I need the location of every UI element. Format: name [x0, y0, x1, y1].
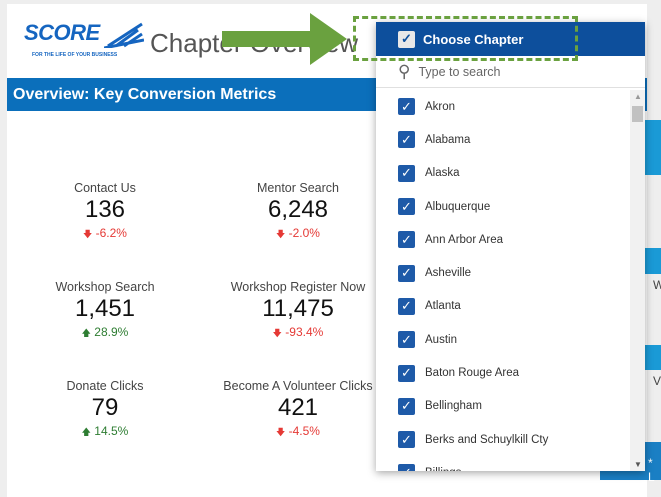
metric-change-value: 28.9%	[94, 325, 129, 339]
trend-up-icon: 🡅	[81, 328, 91, 338]
select-all-checkbox[interactable]: ✓	[398, 30, 415, 48]
metric-value: 1,451	[74, 295, 136, 322]
metric-change: 🡇 -4.5%	[203, 424, 393, 441]
chapter-option[interactable]: ✓ Bellingham	[376, 390, 630, 423]
chapter-option[interactable]: ✓ Albuquerque	[376, 190, 630, 223]
chapter-option-label: Ann Arbor Area	[425, 233, 503, 246]
dropdown-title: Choose Chapter	[423, 31, 524, 47]
annotation-highlight-box	[353, 16, 578, 61]
metric-change-value: -4.5%	[288, 424, 320, 438]
chapter-option-label: Akron	[425, 100, 456, 113]
checkbox-checked-icon[interactable]: ✓	[398, 331, 415, 349]
chapter-option[interactable]: ✓ Baton Rouge Area	[376, 356, 630, 389]
chapter-dropdown[interactable]: ✓ Choose Chapter ⚲ Type to search ✓ Akron ✓ A…	[376, 22, 645, 471]
metric-change: 🡇 -6.2%	[10, 226, 200, 243]
metric-value: 11,475	[262, 295, 334, 322]
metric-change-value: -93.4%	[285, 325, 324, 339]
metric-tile: Mentor Search 6,248 🡇 -2.0%	[203, 181, 393, 243]
metric-label: Workshop Search	[55, 280, 155, 294]
side-panel-strip	[645, 248, 661, 274]
trend-down-icon: 🡇	[276, 229, 286, 239]
checkbox-checked-icon[interactable]: ✓	[398, 131, 415, 149]
chapter-option-label: Austin	[425, 333, 457, 346]
metric-tile: Contact Us 136 🡇 -6.2%	[10, 181, 200, 243]
metric-label: Become A Volunteer Clicks	[223, 379, 373, 393]
chapter-option-label: Baton Rouge Area	[425, 367, 519, 380]
chapter-option[interactable]: ✓ Billings	[376, 456, 630, 471]
metric-change: 🡅 14.5%	[10, 424, 200, 441]
metric-label: Donate Clicks	[66, 379, 144, 393]
chapter-option[interactable]: ✓ Austin	[376, 323, 630, 356]
metric-tile: Workshop Search 1,451 🡅 28.9%	[10, 280, 200, 342]
logo-tagline: FOR THE LIFE OF YOUR BUSINESS	[32, 52, 118, 58]
trend-down-icon: 🡇	[272, 328, 282, 338]
metric-tile: Donate Clicks 79 🡅 14.5%	[10, 379, 200, 441]
checkbox-checked-icon[interactable]: ✓	[398, 397, 415, 415]
scroll-down-icon[interactable]: ▼	[634, 460, 642, 469]
chapter-option-label: Alaska	[425, 167, 460, 180]
chapter-option-label: Albuquerque	[425, 200, 491, 213]
chapter-option[interactable]: ✓ Alabama	[376, 123, 630, 156]
metric-label: Contact Us	[74, 181, 136, 195]
search-placeholder: Type to search	[418, 64, 501, 79]
metric-value: 421	[277, 394, 319, 421]
chapter-option-label: Berks and Schuylkill Cty	[425, 433, 549, 446]
side-panel-strip	[645, 120, 661, 175]
trend-down-icon: 🡇	[276, 427, 286, 437]
metric-change: 🡇 -93.4%	[203, 325, 393, 342]
logo-stripes-icon	[104, 22, 144, 48]
search-icon: ⚲	[398, 61, 411, 81]
choose-chapter-header[interactable]: ✓ Choose Chapter	[376, 22, 645, 56]
metric-tile: Become A Volunteer Clicks 421 🡇 -4.5%	[203, 379, 393, 441]
side-text: W	[653, 278, 661, 292]
side-text: V	[653, 374, 661, 388]
metric-tile: Workshop Register Now 11,475 🡇 -93.4%	[203, 280, 393, 342]
chapter-option-label: Asheville	[425, 267, 472, 280]
metric-label: Workshop Register Now	[230, 280, 366, 294]
side-panel-strip	[645, 345, 661, 370]
metric-value: 79	[91, 394, 119, 421]
metric-label: Mentor Search	[257, 181, 339, 195]
trend-down-icon: 🡇	[83, 229, 93, 239]
checkbox-checked-icon[interactable]: ✓	[398, 464, 415, 471]
chapter-option[interactable]: ✓ Atlanta	[376, 290, 630, 323]
chapter-option[interactable]: ✓ Ann Arbor Area	[376, 223, 630, 256]
trend-up-icon: 🡅	[81, 427, 91, 437]
chapter-option-label: Billings	[425, 467, 461, 471]
metric-change-value: -2.0%	[288, 226, 320, 240]
checkbox-checked-icon[interactable]: ✓	[398, 264, 415, 282]
chapter-option-label: Atlanta	[425, 300, 461, 313]
chapter-option[interactable]: ✓ Berks and Schuylkill Cty	[376, 423, 630, 456]
metric-change-value: 14.5%	[94, 424, 129, 438]
metric-change: 🡅 28.9%	[10, 325, 200, 342]
scrollbar[interactable]: ▲ ▼	[630, 90, 645, 471]
chapter-option[interactable]: ✓ Alaska	[376, 157, 630, 190]
checkbox-checked-icon[interactable]: ✓	[398, 431, 415, 449]
checkbox-checked-icon[interactable]: ✓	[398, 198, 415, 216]
score-logo: SCORE FOR THE LIFE OF YOUR BUSINESS	[24, 20, 144, 60]
metric-change: 🡇 -2.0%	[203, 226, 393, 243]
checkbox-checked-icon[interactable]: ✓	[398, 231, 415, 249]
scrollbar-thumb[interactable]	[632, 106, 643, 122]
annotation-arrow-icon	[222, 13, 347, 65]
chapter-search-input[interactable]: ⚲ Type to search	[376, 56, 645, 88]
scroll-up-icon[interactable]: ▲	[634, 92, 642, 101]
checkbox-checked-icon[interactable]: ✓	[398, 297, 415, 315]
chapter-option[interactable]: ✓ Akron	[376, 90, 630, 123]
chapter-option-label: Alabama	[425, 133, 471, 146]
logo-text: SCORE	[24, 20, 100, 45]
checkbox-checked-icon[interactable]: ✓	[398, 364, 415, 382]
checkbox-checked-icon[interactable]: ✓	[398, 164, 415, 182]
metric-change-value: -6.2%	[95, 226, 127, 240]
metric-value: 6,248	[267, 196, 329, 223]
checkbox-checked-icon[interactable]: ✓	[398, 98, 415, 116]
chapter-option[interactable]: ✓ Asheville	[376, 256, 630, 289]
metric-value: 136	[84, 196, 126, 223]
chapter-option-label: Bellingham	[425, 400, 482, 413]
